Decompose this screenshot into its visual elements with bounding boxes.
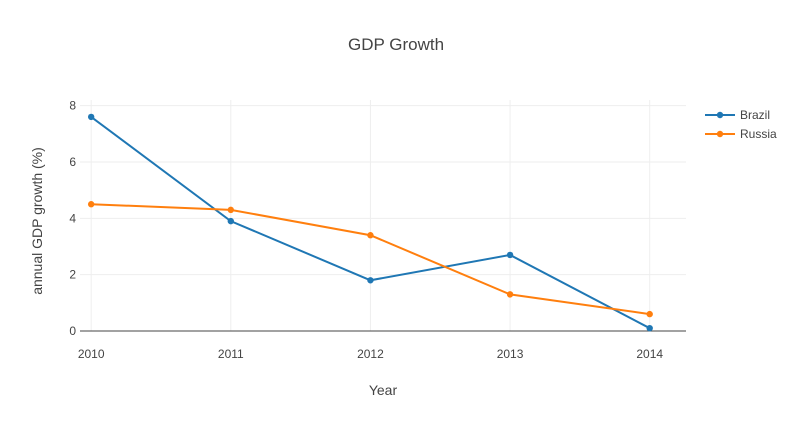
y-axis-title: annual GDP growth (%) [29,147,45,295]
x-tick-labels: 2010 2011 2012 2013 2014 [78,347,664,361]
legend-marker [716,130,724,138]
data-point-russia [227,206,235,214]
data-point-brazil [227,217,235,225]
data-point-brazil [506,251,514,259]
x-tick-label: 2013 [497,347,524,361]
data-point-brazil [87,113,95,121]
x-axis-title: Year [369,382,398,398]
y-tick-label: 2 [69,268,76,282]
data-point-russia [87,201,95,208]
chart-title: GDP Growth [348,35,444,54]
series-layer [87,113,653,332]
legend-label: Russia [740,127,777,141]
x-tick-label: 2014 [636,347,663,361]
x-tick-label: 2011 [218,347,244,361]
y-tick-label: 0 [69,324,76,338]
grid [80,100,686,331]
data-point-russia [646,310,653,318]
y-tick-label: 6 [69,155,76,169]
data-point-brazil [367,277,374,284]
data-point-russia [367,232,374,239]
y-tick-label: 8 [69,99,76,113]
y-tick-labels: 0 2 4 6 8 [69,99,76,338]
y-tick-label: 4 [69,211,76,225]
data-point-brazil [646,324,653,332]
data-point-russia [506,291,514,298]
legend[interactable]: Brazil Russia [705,108,777,141]
legend-item-russia[interactable]: Russia [705,127,777,141]
legend-marker [716,111,724,119]
legend-label: Brazil [740,108,770,122]
legend-item-brazil[interactable]: Brazil [705,108,770,122]
x-tick-label: 2010 [78,347,105,361]
x-tick-label: 2012 [357,347,384,361]
